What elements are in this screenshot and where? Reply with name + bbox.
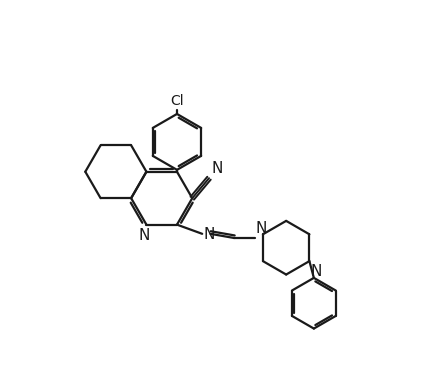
- Text: N: N: [139, 228, 150, 243]
- Text: N: N: [203, 227, 215, 242]
- Text: N: N: [310, 264, 321, 279]
- Text: Cl: Cl: [170, 94, 184, 108]
- Text: N: N: [212, 161, 223, 176]
- Text: N: N: [256, 221, 267, 236]
